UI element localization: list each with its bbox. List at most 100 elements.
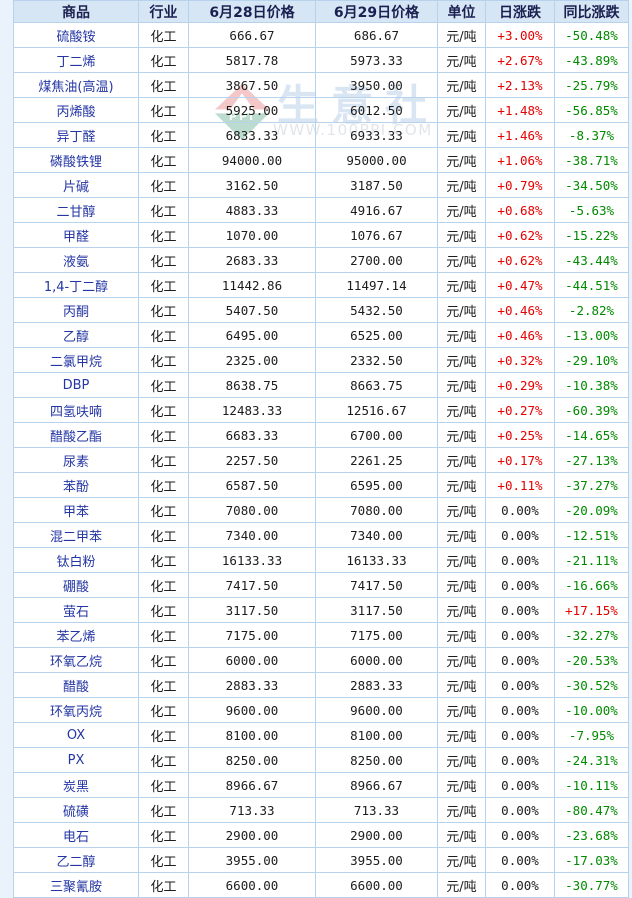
day-change-cell: +0.27% [485,397,555,423]
yoy-change-cell: -24.31% [554,747,629,773]
table-row: 二甘醇 化工 4883.33 4916.67 元/吨 +0.68% -5.63% [13,197,629,223]
product-link[interactable]: 炭黑 [13,772,139,798]
unit-cell: 元/吨 [437,297,486,323]
price-0629-cell: 3187.50 [315,172,438,198]
unit-cell: 元/吨 [437,772,486,798]
product-link[interactable]: 甲苯 [13,497,139,523]
product-link[interactable]: 硫磺 [13,797,139,823]
price-0628-cell: 3867.50 [188,72,316,98]
day-change-cell: +0.25% [485,422,555,448]
unit-cell: 元/吨 [437,72,486,98]
price-0629-cell: 8250.00 [315,747,438,773]
yoy-change-cell: -20.09% [554,497,629,523]
day-change-cell: +0.32% [485,347,555,373]
product-link[interactable]: 丙烯酸 [13,97,139,123]
unit-cell: 元/吨 [437,247,486,273]
unit-cell: 元/吨 [437,597,486,623]
product-link[interactable]: 乙二醇 [13,847,139,873]
industry-cell: 化工 [138,772,189,798]
column-header-unit: 单位 [437,0,486,23]
column-header-price-0629: 6月29日价格 [315,0,438,23]
table-row: 四氢呋喃 化工 12483.33 12516.67 元/吨 +0.27% -60.39% [13,397,629,423]
table-row: 液氨 化工 2683.33 2700.00 元/吨 +0.62% -43.44% [13,247,629,273]
industry-cell: 化工 [138,797,189,823]
price-0629-cell: 8663.75 [315,372,438,398]
product-link[interactable]: 四氢呋喃 [13,397,139,423]
product-link[interactable]: 液氨 [13,247,139,273]
product-link[interactable]: 丙酮 [13,297,139,323]
price-0629-cell: 3955.00 [315,847,438,873]
yoy-change-cell: -10.38% [554,372,629,398]
industry-cell: 化工 [138,747,189,773]
day-change-cell: +1.06% [485,147,555,173]
product-link[interactable]: OX [13,722,139,748]
yoy-change-cell: -23.68% [554,822,629,848]
price-0629-cell: 686.67 [315,22,438,48]
product-link[interactable]: 电石 [13,822,139,848]
day-change-cell: 0.00% [485,497,555,523]
unit-cell: 元/吨 [437,822,486,848]
table-row: 乙二醇 化工 3955.00 3955.00 元/吨 0.00% -17.03% [13,847,629,873]
product-link[interactable]: 环氧丙烷 [13,697,139,723]
industry-cell: 化工 [138,847,189,873]
product-link[interactable]: DBP [13,372,139,398]
day-change-cell: +0.46% [485,322,555,348]
day-change-cell: +0.29% [485,372,555,398]
unit-cell: 元/吨 [437,272,486,298]
product-link[interactable]: 煤焦油(高温) [13,72,139,98]
price-0628-cell: 713.33 [188,797,316,823]
industry-cell: 化工 [138,472,189,498]
price-0629-cell: 11497.14 [315,272,438,298]
unit-cell: 元/吨 [437,622,486,648]
unit-cell: 元/吨 [437,372,486,398]
industry-cell: 化工 [138,272,189,298]
product-link[interactable]: 苯酚 [13,472,139,498]
price-0629-cell: 6000.00 [315,647,438,673]
unit-cell: 元/吨 [437,647,486,673]
product-link[interactable]: 二甘醇 [13,197,139,223]
table-row: 二氯甲烷 化工 2325.00 2332.50 元/吨 +0.32% -29.10% [13,347,629,373]
product-link[interactable]: PX [13,747,139,773]
industry-cell: 化工 [138,247,189,273]
product-link[interactable]: 1,4-丁二醇 [13,272,139,298]
product-link[interactable]: 混二甲苯 [13,522,139,548]
day-change-cell: 0.00% [485,747,555,773]
unit-cell: 元/吨 [437,672,486,698]
product-link[interactable]: 硼酸 [13,572,139,598]
day-change-cell: +2.13% [485,72,555,98]
price-0629-cell: 2883.33 [315,672,438,698]
yoy-change-cell: -8.37% [554,122,629,148]
industry-cell: 化工 [138,22,189,48]
price-0628-cell: 6600.00 [188,872,316,898]
product-link[interactable]: 萤石 [13,597,139,623]
yoy-change-cell: -10.11% [554,772,629,798]
table-row: 乙醇 化工 6495.00 6525.00 元/吨 +0.46% -13.00% [13,322,629,348]
product-link[interactable]: 苯乙烯 [13,622,139,648]
product-link[interactable]: 二氯甲烷 [13,347,139,373]
industry-cell: 化工 [138,672,189,698]
product-link[interactable]: 尿素 [13,447,139,473]
product-link[interactable]: 环氧乙烷 [13,647,139,673]
unit-cell: 元/吨 [437,47,486,73]
product-link[interactable]: 醋酸 [13,672,139,698]
product-link[interactable]: 钛白粉 [13,547,139,573]
product-link[interactable]: 乙醇 [13,322,139,348]
column-header-industry: 行业 [138,0,189,23]
product-link[interactable]: 丁二烯 [13,47,139,73]
price-0628-cell: 5407.50 [188,297,316,323]
price-0628-cell: 3955.00 [188,847,316,873]
product-link[interactable]: 醋酸乙酯 [13,422,139,448]
price-0629-cell: 7175.00 [315,622,438,648]
price-0629-cell: 8100.00 [315,722,438,748]
price-0629-cell: 2900.00 [315,822,438,848]
product-link[interactable]: 片碱 [13,172,139,198]
product-link[interactable]: 甲醛 [13,222,139,248]
yoy-change-cell: -56.85% [554,97,629,123]
product-link[interactable]: 磷酸铁锂 [13,147,139,173]
product-link[interactable]: 异丁醛 [13,122,139,148]
yoy-change-cell: -2.82% [554,297,629,323]
yoy-change-cell: -32.27% [554,622,629,648]
product-link[interactable]: 硫酸铵 [13,22,139,48]
product-link[interactable]: 三聚氰胺 [13,872,139,898]
table-row: 1,4-丁二醇 化工 11442.86 11497.14 元/吨 +0.47% -44.51… [13,272,629,298]
